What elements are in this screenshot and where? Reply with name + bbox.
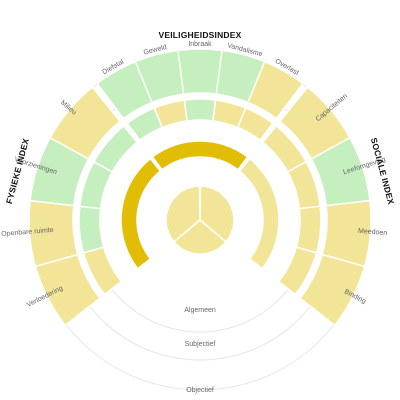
index-title-physical: FYSIEKE INDEX xyxy=(4,137,31,205)
core-slice-3[interactable] xyxy=(172,219,228,255)
ring-label-general: Algemeen xyxy=(184,307,216,314)
ring-label-objective: Objectief xyxy=(186,387,214,394)
ring-label-subjective: Subjectief xyxy=(185,341,216,348)
segment-label-meedoen: Meedoen xyxy=(358,228,388,237)
outer-segment-binding[interactable] xyxy=(299,253,366,327)
segment-label-openbare-ruimte: Openbare ruimte xyxy=(1,227,54,238)
index-title-social: SOCIALE INDEX xyxy=(369,137,396,206)
outer-segment-overlast[interactable] xyxy=(247,60,304,120)
segment-label-inbraak: Inbraak xyxy=(188,41,212,48)
middle-segment-milieu[interactable] xyxy=(92,124,139,173)
index-arc-social[interactable] xyxy=(238,157,280,270)
index-arc-security[interactable] xyxy=(151,140,249,171)
outer-segment-inbraak[interactable] xyxy=(177,48,223,95)
middle-segment-meedoen[interactable] xyxy=(295,205,322,254)
outer-segment-milieu[interactable] xyxy=(49,86,122,160)
middle-segment-leefomgeving[interactable] xyxy=(286,160,322,210)
core-slice-2[interactable] xyxy=(199,185,235,243)
middle-segment-inbraak[interactable] xyxy=(183,98,217,122)
index-arc-physical[interactable] xyxy=(120,157,162,270)
core-slice-1[interactable] xyxy=(165,185,201,243)
middle-segment-binding[interactable] xyxy=(277,246,318,296)
middle-segment-overlast[interactable] xyxy=(236,106,274,142)
index-title-security: VEILIGHEIDSINDEX xyxy=(158,30,241,40)
middle-segment-openbare-ruimte[interactable] xyxy=(78,205,105,254)
